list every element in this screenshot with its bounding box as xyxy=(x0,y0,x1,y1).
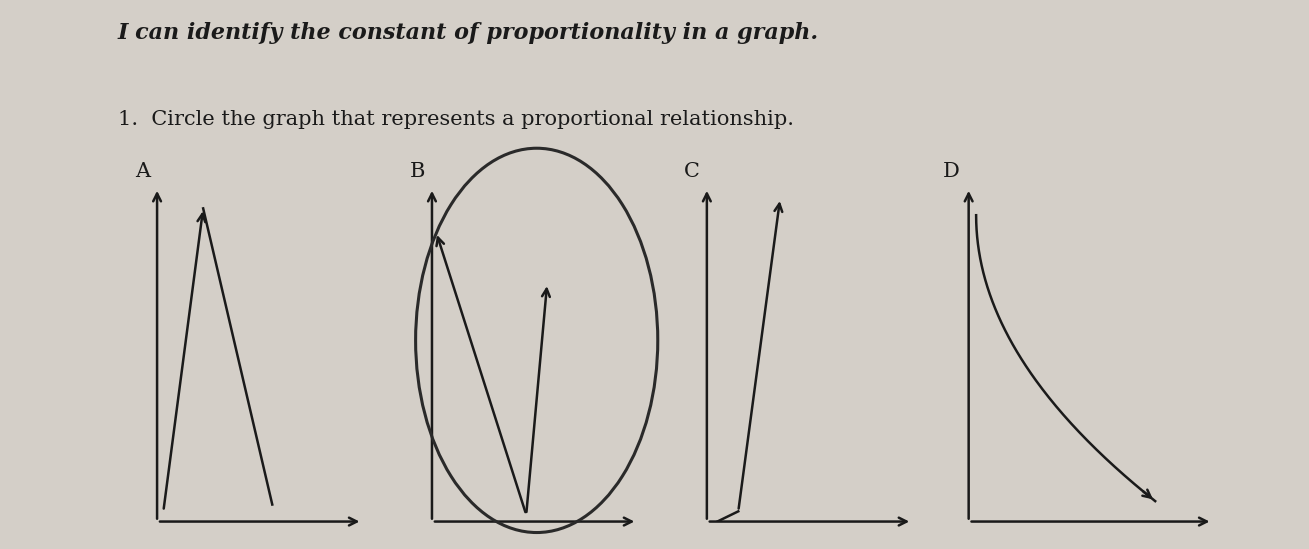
Text: D: D xyxy=(942,162,959,181)
Text: 1.  Circle the graph that represents a proportional relationship.: 1. Circle the graph that represents a pr… xyxy=(118,110,793,129)
Text: I can identify the constant of proportionality in a graph.: I can identify the constant of proportio… xyxy=(118,22,819,44)
Text: B: B xyxy=(410,162,425,181)
Text: A: A xyxy=(135,162,151,181)
Text: C: C xyxy=(685,162,700,181)
